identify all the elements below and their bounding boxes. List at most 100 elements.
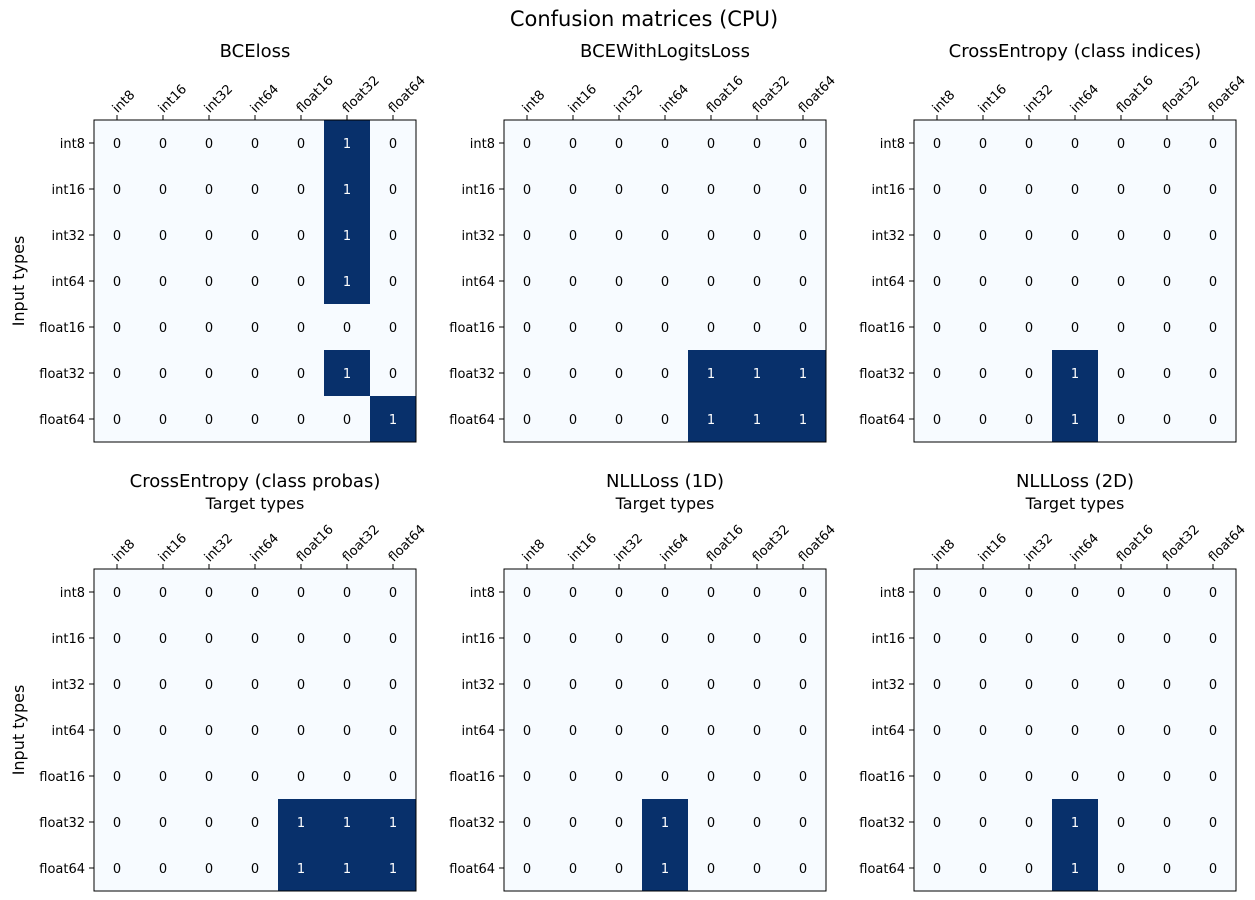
cell-value-label: 0	[159, 724, 167, 739]
cell-value-label: 1	[1071, 367, 1079, 382]
x-tick-label: int8	[110, 88, 138, 116]
heatmap-cell	[504, 350, 551, 397]
cell-value-label: 0	[1071, 678, 1079, 693]
x-tick-label: float16	[704, 73, 747, 116]
heatmap-cell	[94, 304, 141, 351]
y-tick-label: int8	[470, 137, 495, 152]
y-tick-label: int32	[52, 229, 86, 244]
cell-value-label: 0	[205, 770, 213, 785]
cell-value-label: 0	[799, 183, 807, 198]
heatmap-cell	[1006, 258, 1053, 305]
x-tick-label: int64	[1068, 531, 1102, 565]
heatmap-cell	[370, 707, 417, 754]
cell-value-label: 0	[1025, 770, 1033, 785]
cell-value-label: 0	[933, 770, 941, 785]
heatmap-cell	[1144, 120, 1191, 167]
x-tick-label: int32	[1022, 531, 1056, 565]
y-tick-label: int8	[470, 586, 495, 601]
heatmap-cell	[232, 845, 279, 892]
cell-value-label: 0	[661, 321, 669, 336]
cell-value-label: 0	[933, 816, 941, 831]
cell-value-label: 0	[615, 816, 623, 831]
cell-value-label: 0	[389, 632, 397, 647]
cell-value-label: 0	[933, 724, 941, 739]
y-tick-label: float16	[449, 321, 495, 336]
cell-value-label: 0	[205, 862, 213, 877]
y-tick-label: int32	[872, 229, 906, 244]
heatmap-cell	[914, 212, 961, 259]
cell-value-label: 0	[615, 632, 623, 647]
cell-value-label: 0	[569, 183, 577, 198]
cell-value-label: 0	[1071, 632, 1079, 647]
y-tick-label: int64	[462, 275, 496, 290]
heatmap-cell	[1098, 845, 1145, 892]
heatmap-cell	[914, 120, 961, 167]
x-tick-label: float64	[796, 73, 839, 116]
heatmap-cell	[596, 396, 643, 443]
cell-value-label: 0	[389, 678, 397, 693]
heatmap-cell	[232, 304, 279, 351]
x-axis-label: Target types	[615, 494, 715, 513]
cell-value-label: 0	[753, 724, 761, 739]
y-tick-label: int64	[872, 724, 906, 739]
cell-value-label: 0	[523, 586, 531, 601]
heatmap-cell	[1098, 166, 1145, 213]
heatmap-cell	[1052, 258, 1099, 305]
heatmap-cell	[914, 707, 961, 754]
heatmap-cell	[1006, 120, 1053, 167]
cell-value-label: 0	[389, 137, 397, 152]
cell-value-label: 0	[523, 229, 531, 244]
cell-value-label: 0	[979, 632, 987, 647]
heatmap-cell	[688, 799, 735, 846]
x-tick-label: int16	[976, 82, 1010, 116]
y-tick-label: float16	[39, 321, 85, 336]
heatmap-cell	[734, 799, 781, 846]
cell-value-label: 0	[159, 586, 167, 601]
y-tick-label: int32	[52, 678, 86, 693]
y-tick-label: int16	[872, 632, 906, 647]
heatmap-cell	[780, 304, 827, 351]
cell-value-label: 0	[569, 770, 577, 785]
heatmap-cell	[734, 615, 781, 662]
y-tick-label: float32	[449, 367, 495, 382]
heatmap-cell	[914, 258, 961, 305]
cell-value-label: 0	[1209, 229, 1217, 244]
cell-value-label: 0	[979, 724, 987, 739]
heatmap-cell	[324, 845, 371, 892]
heatmap-panel: 0 0 0 0 0 0 0 0 0 0 0 0 0 0 0 0 0 0 0 0 0 0 0 0 0 0 0 0 0 0 0 0 0 0 0 0 0 0 1 0…	[859, 471, 1249, 892]
heatmap-cell	[278, 615, 325, 662]
heatmap-cell	[232, 569, 279, 616]
heatmap-cell	[278, 753, 325, 800]
cell-value-label: 0	[933, 137, 941, 152]
cell-value-label: 0	[523, 137, 531, 152]
cell-value-label: 0	[251, 862, 259, 877]
x-tick-label: int32	[202, 82, 236, 116]
heatmap-cell	[734, 350, 781, 397]
cell-value-label: 0	[933, 632, 941, 647]
cell-value-label: 0	[753, 632, 761, 647]
heatmap-cell	[1144, 350, 1191, 397]
heatmap-cell	[370, 166, 417, 213]
cell-value-label: 0	[1117, 862, 1125, 877]
cell-value-label: 0	[707, 321, 715, 336]
heatmap-cell	[370, 212, 417, 259]
x-tick-label: int32	[1022, 82, 1056, 116]
heatmap-cell	[370, 661, 417, 708]
heatmap-cell	[324, 212, 371, 259]
cell-value-label: 0	[113, 586, 121, 601]
cell-value-label: 0	[297, 321, 305, 336]
heatmap-cell	[504, 661, 551, 708]
cell-value-label: 0	[343, 632, 351, 647]
cell-value-label: 0	[569, 137, 577, 152]
heatmap-cell	[232, 661, 279, 708]
heatmap-cell	[642, 799, 689, 846]
heatmap-cell	[960, 350, 1007, 397]
y-tick-label: float32	[39, 367, 85, 382]
heatmap-cell	[780, 258, 827, 305]
cell-value-label: 0	[1025, 816, 1033, 831]
heatmap-cell	[960, 615, 1007, 662]
y-tick-label: int64	[52, 724, 86, 739]
heatmap-cell	[186, 396, 233, 443]
y-axis-label: Input types	[9, 685, 28, 776]
cell-value-label: 1	[1071, 413, 1079, 428]
